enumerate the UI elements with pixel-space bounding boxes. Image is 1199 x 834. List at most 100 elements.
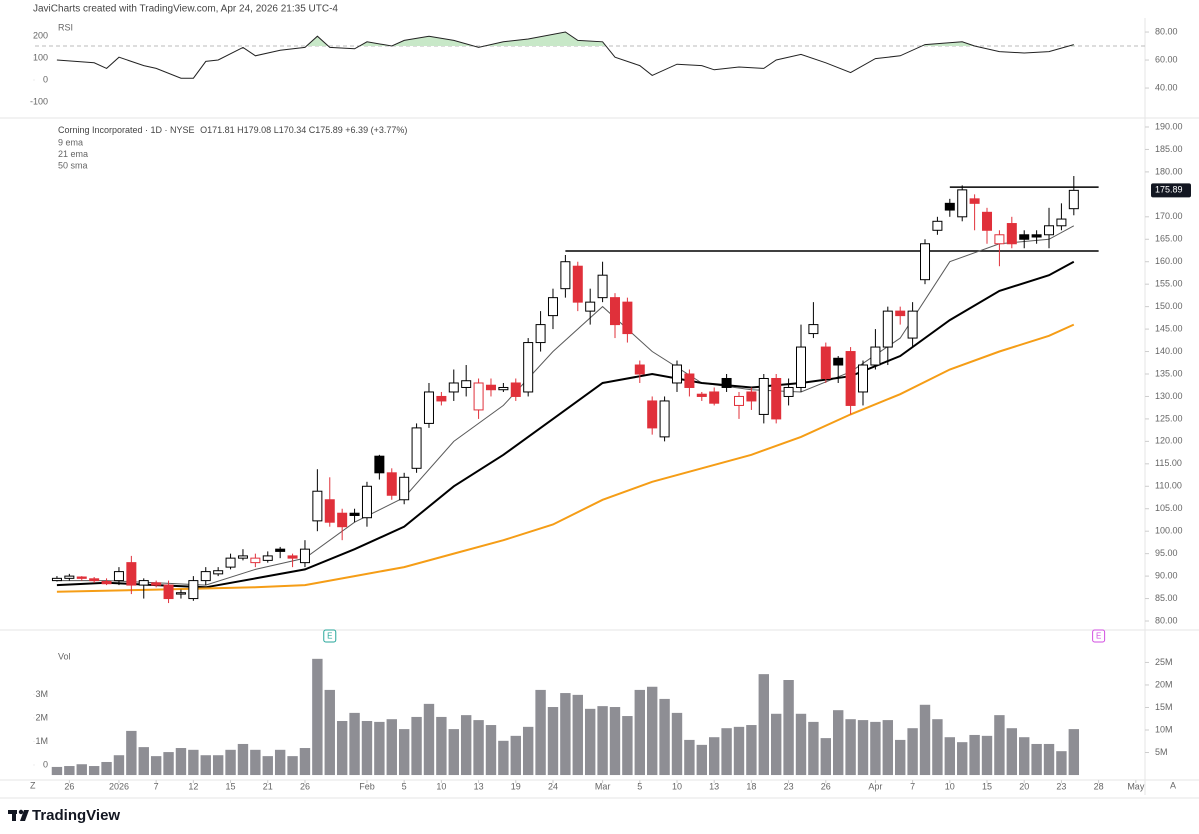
y-tick-label: 190.00	[1155, 121, 1183, 131]
y-tick-label: 115.00	[1155, 458, 1182, 468]
x-tick-label: 12	[188, 781, 198, 791]
x-tick-label: 2026	[109, 781, 129, 791]
volume-bar	[1056, 751, 1067, 776]
legend-entry: 50 sma	[58, 160, 88, 170]
candle-body	[709, 391, 720, 404]
volume-bar	[634, 689, 645, 776]
candle-body	[200, 571, 211, 582]
y-tick-label: 80.00	[1155, 26, 1178, 36]
candle-body	[609, 297, 620, 326]
volume-bar	[1043, 743, 1055, 776]
volume-title: Vol	[58, 651, 71, 661]
volume-bar	[659, 698, 670, 776]
y-tick-label: 25M	[1155, 657, 1173, 667]
candle-body	[213, 570, 224, 575]
candle-body	[771, 377, 782, 420]
symbol: Corning Incorporated · 1D · NYSE	[58, 125, 195, 135]
y-tick-label: 105.00	[1155, 503, 1183, 513]
candle-body	[895, 310, 906, 317]
logo-part	[20, 810, 29, 821]
volume-bar	[336, 720, 348, 776]
volume-bar	[188, 749, 199, 776]
candle-body	[820, 346, 831, 379]
y-tick-label: 140.00	[1155, 346, 1183, 356]
volume-bar	[225, 749, 236, 776]
y2-tick-label: -100	[30, 96, 48, 106]
volume-bar	[783, 680, 794, 776]
logo	[8, 809, 29, 821]
candle-body	[597, 274, 608, 299]
volume-bar	[609, 707, 621, 776]
ohlc-value: 171.81	[207, 125, 235, 135]
candle-body	[188, 580, 199, 600]
ohlc-letter: L	[274, 125, 279, 135]
volume-bar	[287, 756, 298, 776]
volume-bar	[957, 742, 968, 776]
volume-bar	[795, 713, 807, 776]
x-tick-label: Feb	[359, 781, 375, 791]
y2-tick-label: 2M	[35, 712, 48, 722]
volume-bar	[932, 719, 943, 776]
volume-bar	[101, 761, 112, 776]
volume-bar	[857, 720, 869, 776]
y-tick-label: 80.00	[1155, 615, 1178, 625]
indicator-line	[56, 225, 1075, 586]
y-tick-label: 160.00	[1155, 256, 1183, 266]
volume-bar	[870, 721, 881, 776]
y-tick-label: 15M	[1155, 702, 1173, 712]
volume-bar	[138, 747, 149, 776]
volume-bar	[597, 706, 608, 776]
candle-body	[175, 592, 186, 595]
x-tick-label: 13	[474, 781, 484, 791]
y-tick-label: 85.00	[1155, 593, 1178, 603]
volume-bar	[398, 729, 410, 776]
ohlc-letter: O	[200, 125, 207, 135]
candle-body	[733, 395, 744, 406]
volume-bar	[969, 734, 980, 776]
candle-body	[1031, 234, 1042, 238]
x-tick-label: 10	[945, 781, 955, 791]
volume-bar	[1006, 728, 1018, 776]
y-tick-label: 95.00	[1155, 548, 1178, 558]
candle-body	[758, 377, 769, 415]
candle-body	[783, 386, 794, 397]
y-tick-label: 145.00	[1155, 323, 1183, 333]
volume-bar	[423, 703, 435, 776]
logo-part	[12, 810, 16, 821]
y-tick-label: 185.00	[1155, 144, 1183, 154]
candle-body	[547, 297, 558, 317]
candle-body	[510, 382, 521, 397]
volume-bar	[473, 720, 484, 776]
volume-bar	[200, 755, 211, 776]
volume-bar	[622, 716, 633, 776]
credit: JaviCharts created with TradingView.com,…	[33, 4, 338, 15]
volume-bar	[498, 740, 509, 776]
x-tick-label: 15	[226, 781, 236, 791]
volume-bar	[324, 689, 335, 776]
y2-tick-label: 200	[33, 30, 48, 40]
volume-bar	[895, 739, 906, 776]
candle-body	[113, 571, 124, 582]
x-tick-label: 26	[64, 781, 74, 791]
volume-bar	[411, 716, 422, 776]
ohlc-value: 170.34	[279, 125, 307, 135]
y-tick-label: 60.00	[1155, 54, 1178, 64]
candle-body	[287, 555, 298, 559]
candle-body	[585, 301, 596, 312]
last-price-label: 175.89	[1155, 185, 1183, 195]
y2-tick-label: 100	[33, 52, 48, 62]
candle-body	[647, 400, 658, 429]
x-tick-label: 18	[746, 781, 756, 791]
candle-body	[560, 261, 571, 290]
volume-bar	[113, 755, 125, 776]
volume-bar	[212, 755, 224, 776]
candle-body	[324, 499, 335, 523]
volume-bar	[64, 766, 75, 776]
y-tick-label: 100.00	[1155, 526, 1183, 536]
y-tick-label: 120.00	[1155, 436, 1183, 446]
candle-body	[151, 582, 162, 586]
volume-bar	[820, 738, 832, 776]
volume-bar	[535, 689, 546, 776]
volume-bar	[1031, 743, 1042, 776]
